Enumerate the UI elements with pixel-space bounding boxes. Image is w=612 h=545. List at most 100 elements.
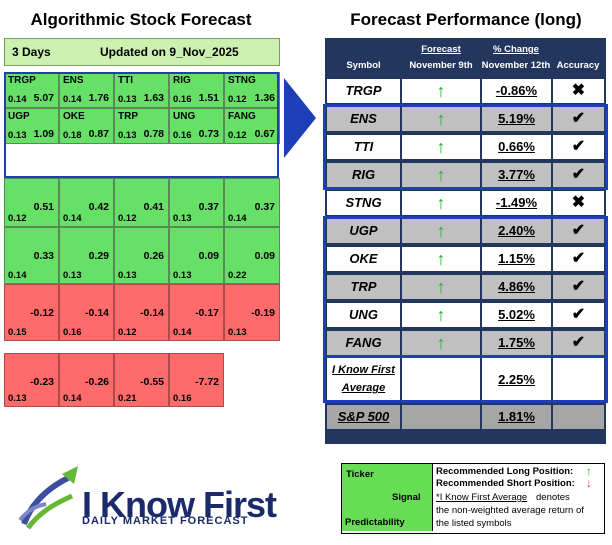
legend-predictability: Predictability [345,517,405,528]
forecast-cell: 0.37 0.13 [169,178,224,227]
row-symbol: RIG [351,167,376,182]
cell-predictability: 0.13 [63,270,82,281]
forecast-cell: -0.23 0.13 [4,353,59,407]
performance-row: TRGP ↑ -0.86% ✖ [325,78,606,104]
forecast-cell: -0.55 0.21 [114,353,169,407]
cell-predictability: 0.12 [118,213,137,224]
row-cell-bg [402,219,480,243]
col-forecast-header: Forecast [421,44,461,55]
up-arrow-icon: ↑ [436,137,446,157]
legend-note-link: *I Know First Average [436,492,528,503]
row-symbol: FANG [345,335,382,350]
legend-note-rest: denotes [536,492,570,503]
forecast-cell: -0.26 0.14 [59,353,114,407]
forecast-cell: -0.19 0.13 [224,284,280,341]
cell-signal: 0.67 [254,128,275,140]
forecast-cell: ENS 1.76 0.14 [59,72,114,108]
row-cell-bg [553,219,604,243]
check-icon: ✔ [571,138,586,155]
sp500-value: 1.81% [482,405,551,429]
cell-predictability: 0.22 [228,270,247,281]
cell-predictability: 0.13 [8,393,27,404]
row-cell-bg [482,275,551,299]
accurate-group-frame [323,104,608,190]
average-frame [323,355,608,403]
top-ten-frame [4,72,279,178]
cell-signal: 1.51 [198,92,219,104]
check-icon: ✔ [571,166,586,183]
cell-symbol: UNG [173,111,196,122]
row-cell-bg [553,191,604,215]
cell-signal: -0.55 [140,376,164,388]
average-label-cell: I Know First Average [327,358,400,402]
forecast-cell: 0.51 0.12 [4,178,59,227]
up-arrow-icon: ↑ [436,221,446,241]
forecast-cell: OKE 0.87 0.18 [59,108,114,144]
short-arrow-icon: ↓ [586,476,592,490]
long-arrow-icon: ↑ [586,464,592,478]
forecast-cell: -0.12 0.15 [4,284,59,341]
row-cell-bg [482,247,551,271]
row-symbol: TRGP [345,83,382,98]
cell-signal: 0.26 [143,250,164,262]
cell-signal: 0.78 [143,128,164,140]
row-cell-bg [482,191,551,215]
cell-predictability: 0.13 [228,327,247,338]
cell-predictability: 0.21 [118,393,137,404]
cell-predictability: 0.16 [173,94,192,105]
cell-predictability: 0.13 [173,270,192,281]
col-forecast-date: November 9th [409,60,473,71]
cell-signal: 0.41 [143,201,164,213]
row-cell-bg [327,331,400,355]
logo-wordmark: I Know First [82,484,277,525]
row-change: 3.77% [498,167,535,182]
cell-predictability: 0.13 [118,94,137,105]
col-change-header: % Change [493,44,539,55]
row-change: 1.75% [498,335,535,350]
cell-predictability: 0.13 [118,130,137,141]
row-cell-bg [482,79,551,103]
sp500-accuracy-cell [553,405,604,429]
arrow-right-icon [284,78,316,158]
row-cell-bg [327,191,400,215]
cell-predictability: 0.14 [63,213,82,224]
cell-signal: 1.63 [143,92,164,104]
row-cell-bg [402,303,480,327]
cell-predictability: 0.12 [228,94,247,105]
average-value: 2.25% [482,358,551,402]
up-arrow-icon: ↑ [436,193,446,213]
up-arrow-icon: ↑ [436,333,446,353]
row-cell-bg [402,191,480,215]
performance-row: UNG ↑ 5.02% ✔ [325,302,606,328]
performance-row: STNG ↑ -1.49% ✖ [325,190,606,216]
cell-signal: 1.09 [33,128,54,140]
row-symbol: UNG [349,307,378,322]
row-cell-bg [482,331,551,355]
legend-sample-cell [342,464,433,531]
cell-predictability: 0.13 [118,270,137,281]
cell-signal: 0.09 [254,250,275,262]
cell-signal: 1.76 [88,92,109,104]
cell-symbol: ENS [63,75,84,86]
up-arrow-icon: ↑ [436,165,446,185]
updated-date: Updated on 9_Nov_2025 [100,45,239,59]
forecast-cell: 0.26 0.13 [114,227,169,284]
forecast-cell: -7.72 0.16 [169,353,224,407]
cell-signal: 0.51 [33,201,54,213]
cell-signal: -0.26 [85,376,109,388]
row-cell-bg [327,303,400,327]
row-cell-bg [327,135,400,159]
forecast-cell: -0.17 0.14 [169,284,224,341]
row-change: 4.86% [498,279,535,294]
row-cell-bg [482,135,551,159]
logo-tagline: DAILY MARKET FORECAST [82,515,249,527]
row-cell-bg [402,135,480,159]
cross-icon: ✖ [571,194,586,211]
forecast-cell: -0.14 0.16 [59,284,114,341]
row-cell-bg [402,275,480,299]
accurate-group-frame [323,216,608,358]
cell-predictability: 0.16 [173,130,192,141]
cell-symbol: OKE [63,111,85,122]
cell-predictability: 0.14 [8,270,27,281]
up-arrow-icon: ↑ [436,277,446,297]
